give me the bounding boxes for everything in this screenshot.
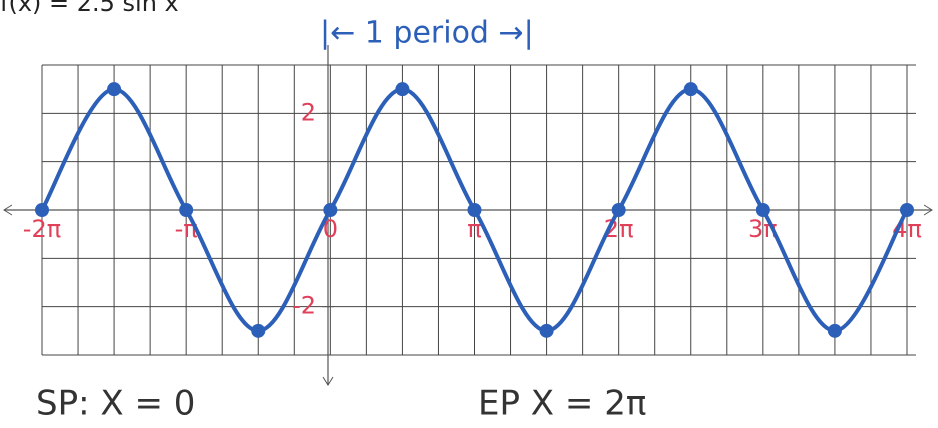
key-point bbox=[468, 203, 482, 217]
function-title: f(x) = 2.5 sin x bbox=[0, 0, 179, 17]
y-tick-label: 2 bbox=[301, 98, 316, 126]
worksheet: f(x) = 2.5 sin x |← 1 period →| SP: X = … bbox=[0, 0, 938, 428]
key-point bbox=[900, 203, 914, 217]
key-point bbox=[323, 203, 337, 217]
key-point bbox=[35, 203, 49, 217]
key-point bbox=[828, 324, 842, 338]
key-point bbox=[756, 203, 770, 217]
key-point bbox=[612, 203, 626, 217]
key-point bbox=[251, 324, 265, 338]
start-point-note: SP: X = 0 bbox=[36, 384, 195, 424]
key-point bbox=[540, 324, 554, 338]
y-tick-label: -2 bbox=[292, 292, 316, 320]
end-point-note: EP X = 2π bbox=[478, 384, 646, 424]
key-point bbox=[395, 82, 409, 96]
key-point bbox=[179, 203, 193, 217]
x-tick-label: -2π bbox=[23, 215, 61, 243]
key-point bbox=[684, 82, 698, 96]
key-point bbox=[107, 82, 121, 96]
period-annotation: |← 1 period →| bbox=[320, 16, 534, 51]
